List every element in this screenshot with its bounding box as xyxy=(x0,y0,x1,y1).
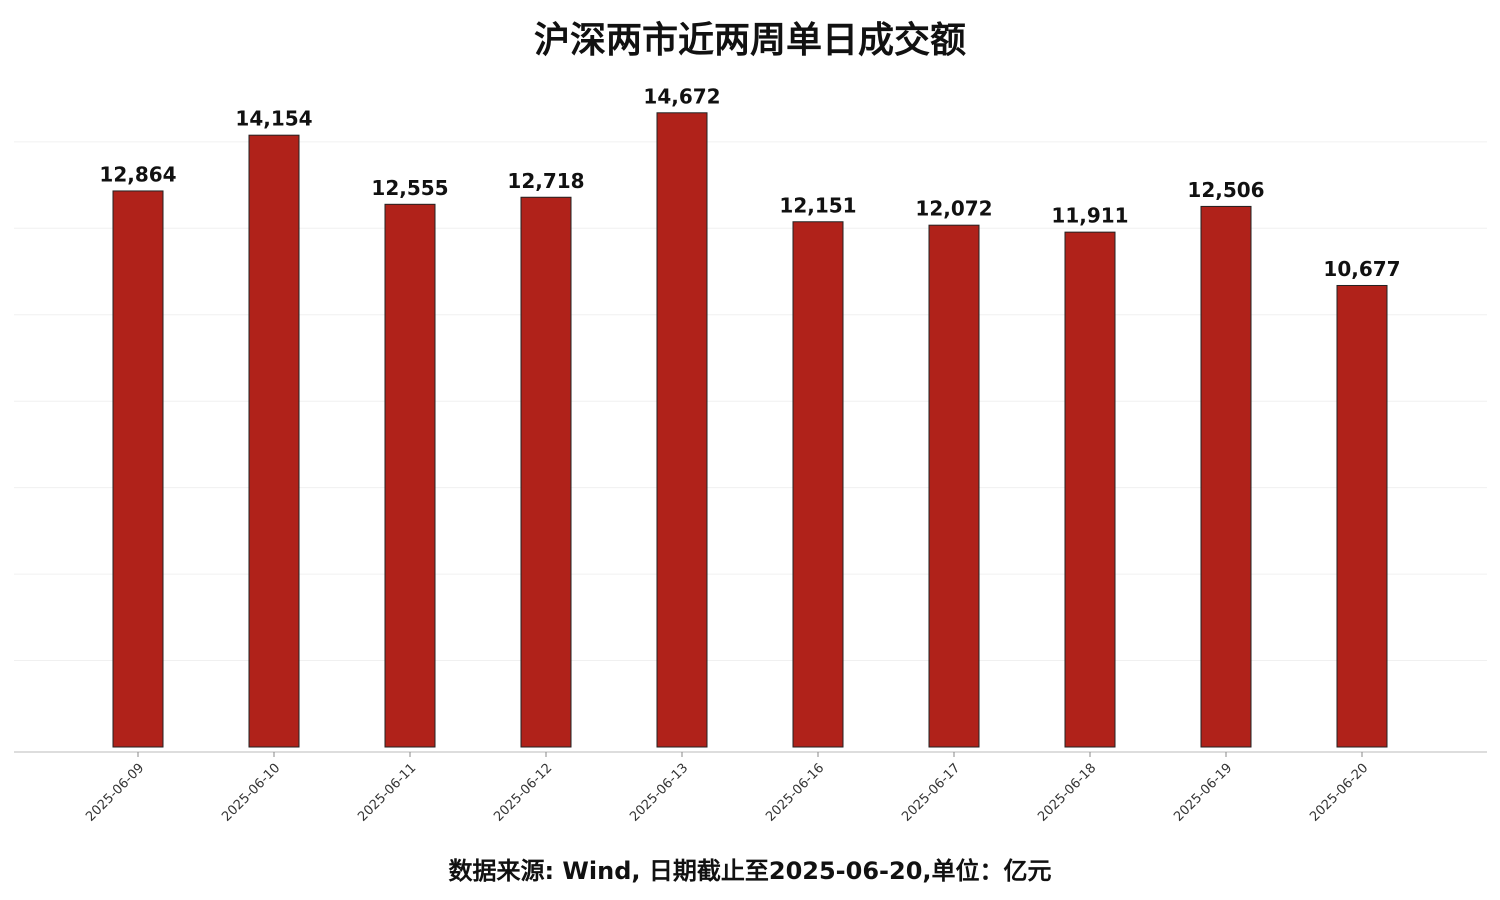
value-label: 11,911 xyxy=(1051,204,1128,228)
value-label: 12,555 xyxy=(371,176,448,200)
value-label: 12,506 xyxy=(1187,178,1264,202)
footnote: 数据来源: Wind, 日期截止至2025-06-20,单位：亿元 xyxy=(448,857,1051,885)
x-tick-label: 2025-06-11 xyxy=(355,761,419,825)
x-tick-label: 2025-06-09 xyxy=(83,761,147,825)
x-tick-label: 2025-06-12 xyxy=(491,761,555,825)
bar xyxy=(384,203,436,748)
x-tick-label: 2025-06-19 xyxy=(1171,761,1235,825)
bar xyxy=(248,134,300,748)
bar xyxy=(656,112,708,748)
chart-title: 沪深两市近两周单日成交额 xyxy=(534,19,966,61)
value-label: 12,151 xyxy=(779,193,856,217)
x-tick-label: 2025-06-18 xyxy=(1035,761,1099,825)
value-label: 14,154 xyxy=(235,107,312,131)
x-tick-label: 2025-06-20 xyxy=(1307,761,1371,825)
x-tick-label: 2025-06-13 xyxy=(627,761,691,825)
bar xyxy=(1064,231,1116,748)
x-tick-label: 2025-06-17 xyxy=(899,761,963,825)
value-label: 12,718 xyxy=(507,169,584,193)
x-tick-label: 2025-06-16 xyxy=(763,761,827,825)
value-label: 10,677 xyxy=(1323,257,1400,281)
value-label: 12,864 xyxy=(99,162,176,186)
bar xyxy=(520,196,572,748)
value-label: 12,072 xyxy=(915,197,992,221)
x-tick-label: 2025-06-10 xyxy=(219,761,283,825)
bar xyxy=(1336,284,1388,748)
bar xyxy=(792,221,844,748)
bar xyxy=(1200,205,1252,748)
bar xyxy=(928,224,980,748)
value-label: 14,672 xyxy=(643,84,720,108)
bar xyxy=(112,190,164,748)
